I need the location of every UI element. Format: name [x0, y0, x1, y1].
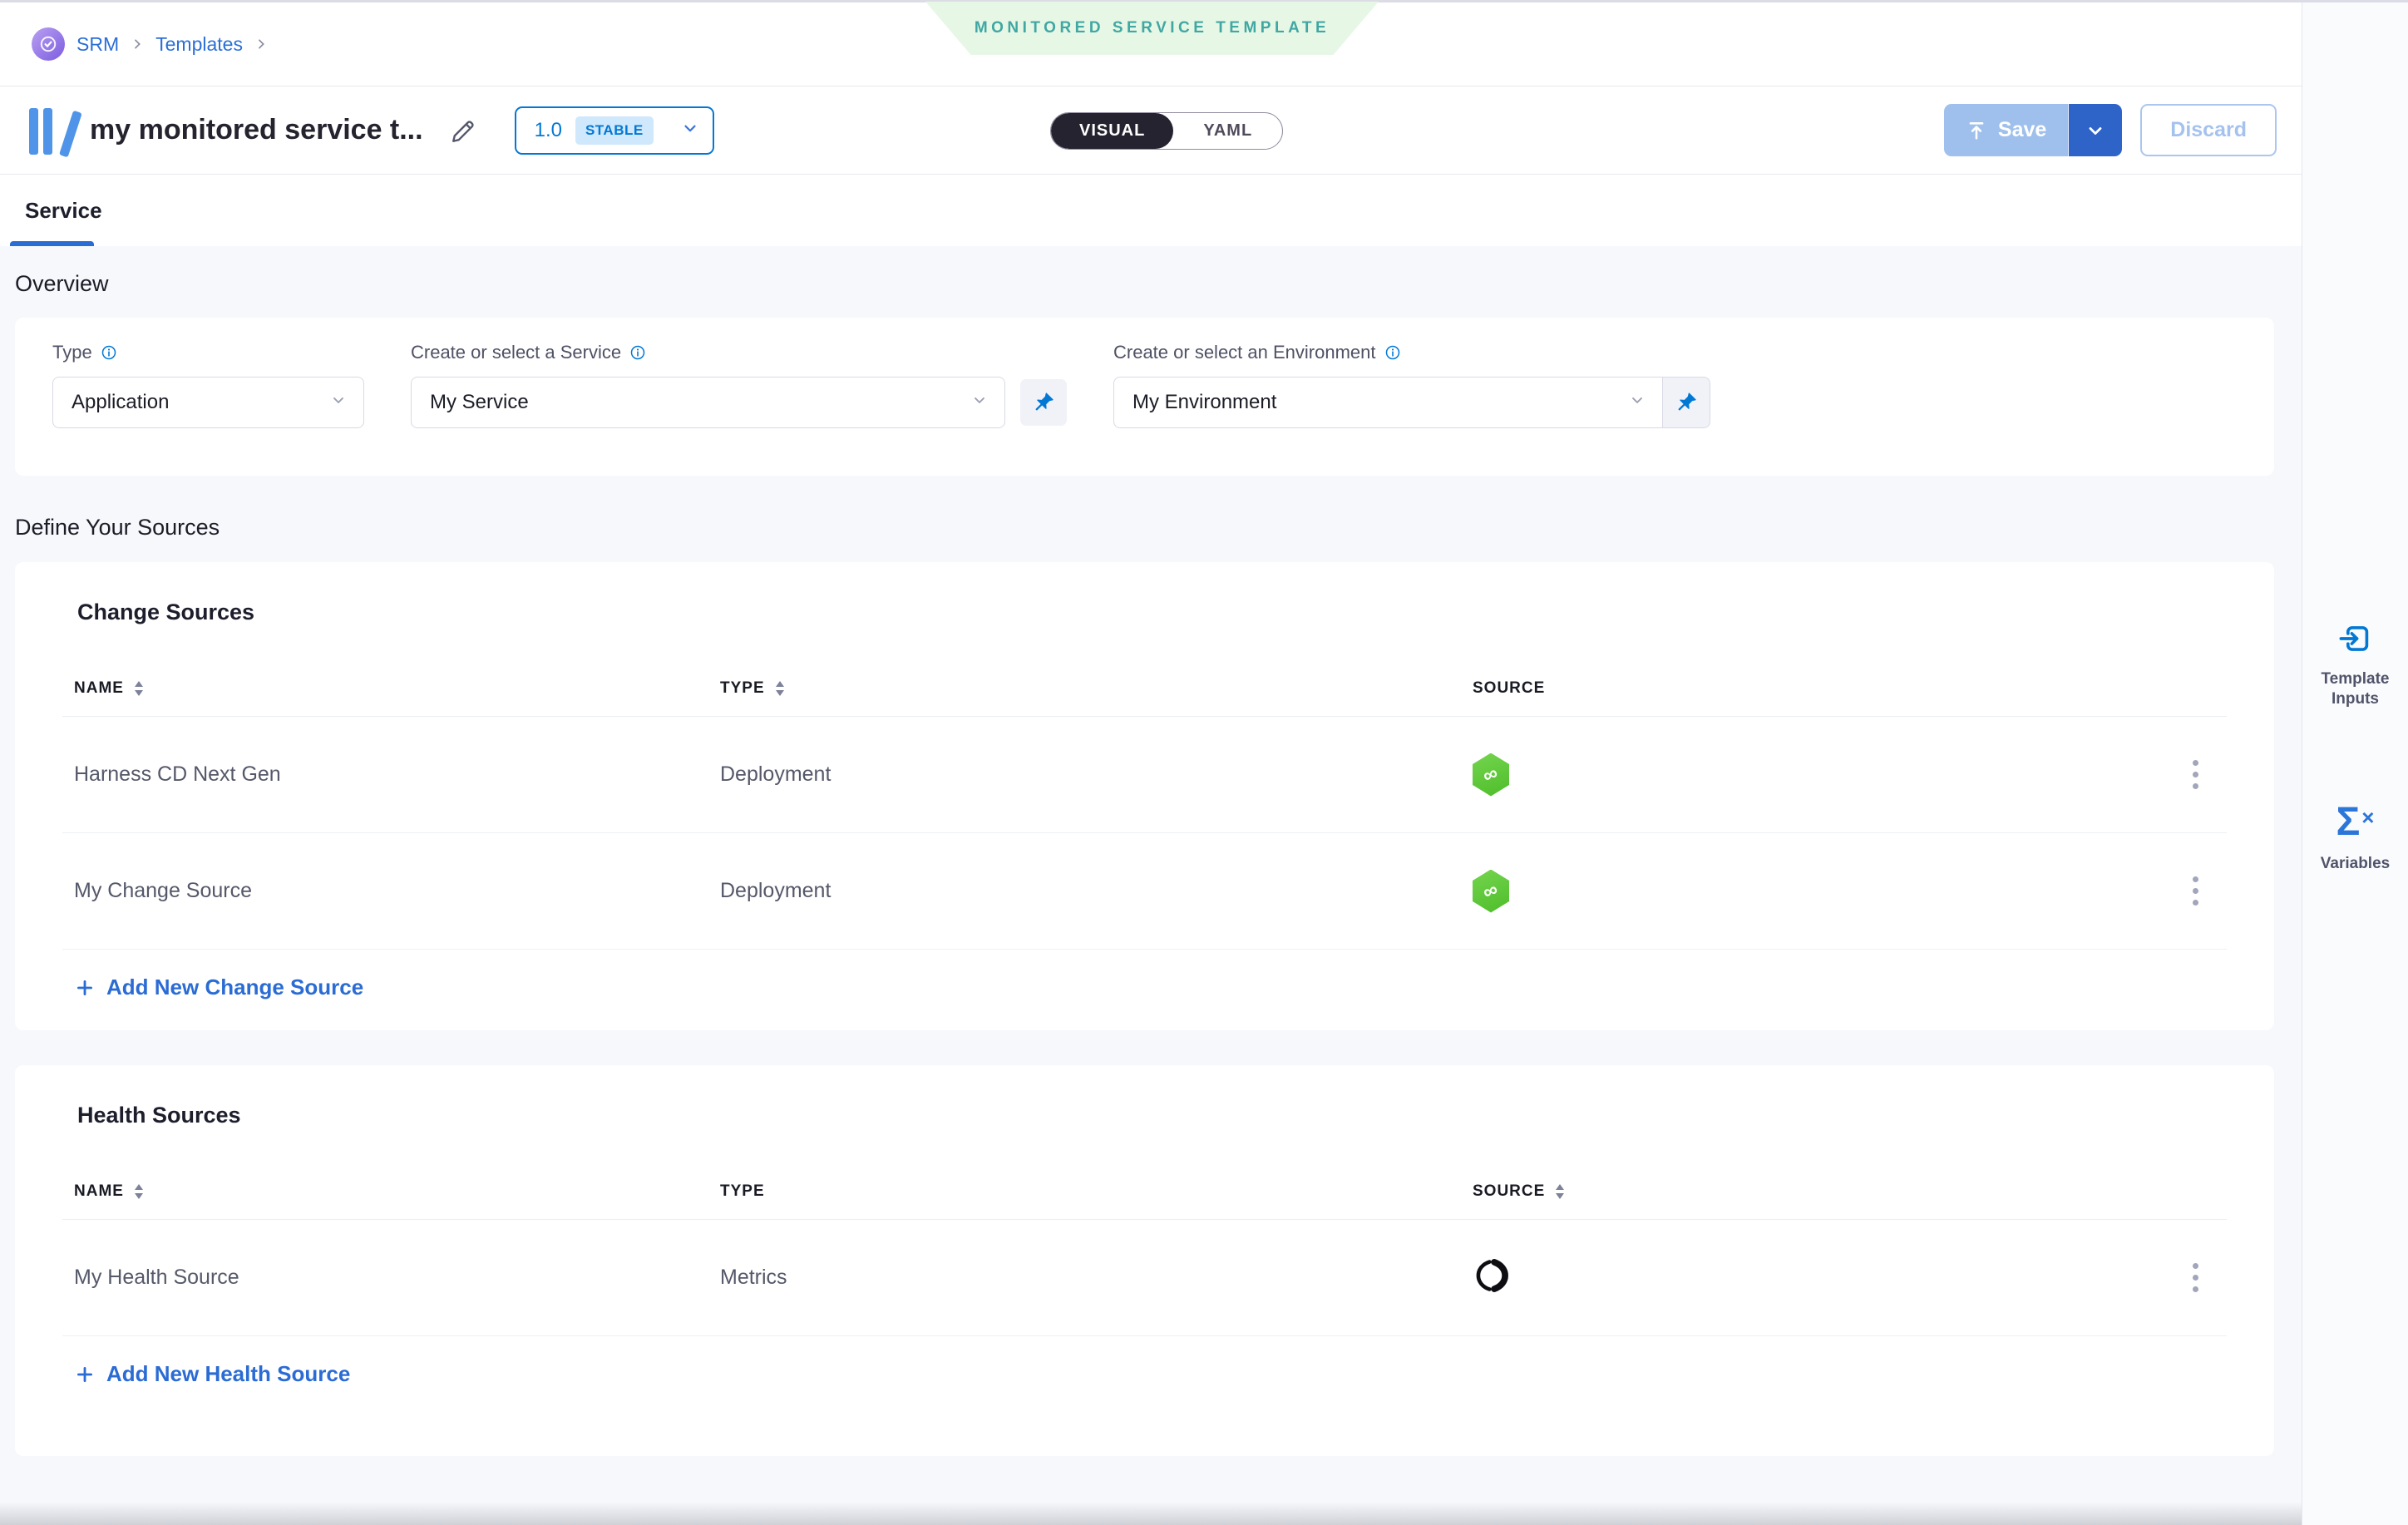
change-sources-title: Change Sources [77, 600, 255, 624]
row-type: Metrics [720, 1266, 787, 1289]
template-inputs-button[interactable]: Template Inputs [2302, 619, 2408, 709]
monitored-service-template-banner: MONITORED SERVICE TEMPLATE [925, 2, 1379, 55]
pencil-icon [452, 120, 474, 142]
breadcrumb-templates-link[interactable]: Templates [155, 32, 243, 55]
type-field-group: Type Application [52, 340, 364, 453]
table-row[interactable]: Harness CD Next Gen Deployment ∞ [62, 717, 2227, 833]
column-header-type[interactable]: TYPE [720, 679, 1473, 698]
column-header-source: SOURCE [1473, 679, 1546, 697]
chevron-down-icon [2089, 126, 2102, 135]
environment-field-group: Create or select an Environment My Envir… [1113, 340, 1710, 453]
pin-service-button[interactable] [1020, 379, 1067, 426]
row-type: Deployment [720, 762, 831, 786]
service-label: Create or select a Service [411, 342, 622, 363]
define-sources-heading: Define Your Sources [15, 515, 220, 540]
sort-icon [134, 680, 143, 696]
harness-cd-icon: ∞ [1473, 753, 1509, 797]
variables-icon: Σ × [2336, 799, 2375, 844]
table-row[interactable]: My Change Source Deployment ∞ [62, 833, 2227, 950]
version-number: 1.0 [534, 118, 562, 141]
plus-icon [77, 1366, 92, 1382]
active-tab-underline [10, 241, 94, 246]
right-sidebar: Template Inputs Σ × Variables [2302, 2, 2408, 1525]
chevron-down-icon [1629, 391, 1646, 414]
template-library-icon [29, 106, 82, 157]
row-menu-button[interactable] [2177, 870, 2213, 913]
environment-select[interactable]: My Environment [1113, 377, 1662, 428]
row-name: My Health Source [74, 1266, 239, 1289]
chevron-down-icon [330, 391, 347, 414]
sidebar-item-label: Variables [2320, 854, 2391, 872]
chevron-right-icon [131, 37, 144, 51]
save-options-caret[interactable] [2069, 104, 2123, 156]
type-label: Type [52, 342, 92, 363]
plus-icon [77, 980, 92, 995]
main-column: SRM Templates MONITORED SERVICE TEMPLATE… [0, 2, 2302, 1525]
discard-button[interactable]: Discard [2140, 104, 2277, 156]
add-change-source-button[interactable]: Add New Change Source [62, 950, 2227, 1030]
type-select[interactable]: Application [52, 377, 364, 428]
health-sources-title: Health Sources [77, 1103, 241, 1128]
row-type: Deployment [720, 879, 831, 902]
appdynamics-icon [1473, 1256, 2147, 1299]
change-sources-card: Change Sources NAME TYPE SOURCE [15, 562, 2274, 1030]
title-bar: my monitored service t... 1.0 STABLE VIS… [0, 86, 2302, 175]
environment-label: Create or select an Environment [1113, 342, 1376, 363]
harness-cd-icon: ∞ [1473, 869, 1509, 913]
chevron-right-icon [254, 37, 268, 51]
overview-heading: Overview [15, 271, 109, 296]
version-status-badge: STABLE [575, 116, 654, 145]
overview-card: Type Application [15, 318, 2274, 476]
sort-icon [134, 1183, 143, 1199]
health-sources-card: Health Sources NAME TYPE SOURCE [15, 1065, 2274, 1456]
change-sources-table: NAME TYPE SOURCE Harness CD N [62, 660, 2227, 950]
table-header-row: NAME TYPE SOURCE [62, 660, 2227, 717]
pin-environment-button[interactable] [1662, 377, 1710, 428]
sort-icon [1556, 1183, 1565, 1199]
srm-module-icon[interactable] [32, 27, 65, 61]
chevron-down-icon [971, 391, 988, 414]
row-name: My Change Source [74, 879, 253, 902]
sidebar-item-label: Template Inputs [2321, 670, 2390, 708]
visual-yaml-toggle: VISUAL YAML [1050, 112, 1284, 150]
info-icon[interactable] [101, 344, 117, 361]
info-icon[interactable] [629, 344, 646, 361]
column-header-source[interactable]: SOURCE [1473, 1182, 2147, 1201]
info-icon[interactable] [1384, 344, 1401, 361]
page-title: my monitored service t... [90, 114, 423, 146]
tab-service[interactable]: Service [25, 197, 102, 223]
breadcrumb-bar: SRM Templates MONITORED SERVICE TEMPLATE [0, 2, 2302, 86]
row-menu-button[interactable] [2177, 1256, 2213, 1300]
template-inputs-icon [2339, 626, 2368, 651]
service-field-group: Create or select a Service My Service [411, 340, 1067, 453]
service-select[interactable]: My Service [411, 377, 1005, 428]
row-menu-button[interactable] [2177, 753, 2213, 797]
header-actions: Save Discard [1943, 104, 2277, 156]
save-button[interactable]: Save [1943, 104, 2070, 156]
sort-icon [775, 680, 784, 696]
column-header-type: TYPE [720, 1182, 765, 1200]
column-header-name[interactable]: NAME [74, 1182, 720, 1201]
column-header-name[interactable]: NAME [74, 679, 720, 698]
toggle-yaml[interactable]: YAML [1203, 121, 1253, 140]
breadcrumb: SRM Templates [32, 27, 268, 61]
breadcrumb-module-link[interactable]: SRM [76, 32, 120, 55]
table-row[interactable]: My Health Source Metrics [62, 1220, 2227, 1336]
pushpin-icon [1035, 392, 1054, 411]
pushpin-icon [1678, 392, 1696, 411]
content-area: Overview Type Application [0, 246, 2302, 1525]
tab-bar: Service [0, 175, 2302, 246]
chevron-down-icon [681, 119, 699, 141]
version-selector[interactable]: 1.0 STABLE [514, 106, 714, 155]
toggle-visual[interactable]: VISUAL [1051, 113, 1174, 149]
upload-icon [1969, 121, 1984, 140]
health-sources-table: NAME TYPE SOURCE My Health So [62, 1163, 2227, 1336]
row-name: Harness CD Next Gen [74, 762, 281, 786]
save-split-button: Save [1943, 104, 2123, 156]
table-header-row: NAME TYPE SOURCE [62, 1163, 2227, 1220]
variables-button[interactable]: Σ × Variables [2321, 799, 2390, 874]
add-health-source-button[interactable]: Add New Health Source [62, 1336, 2227, 1417]
edit-title-button[interactable] [445, 111, 483, 150]
